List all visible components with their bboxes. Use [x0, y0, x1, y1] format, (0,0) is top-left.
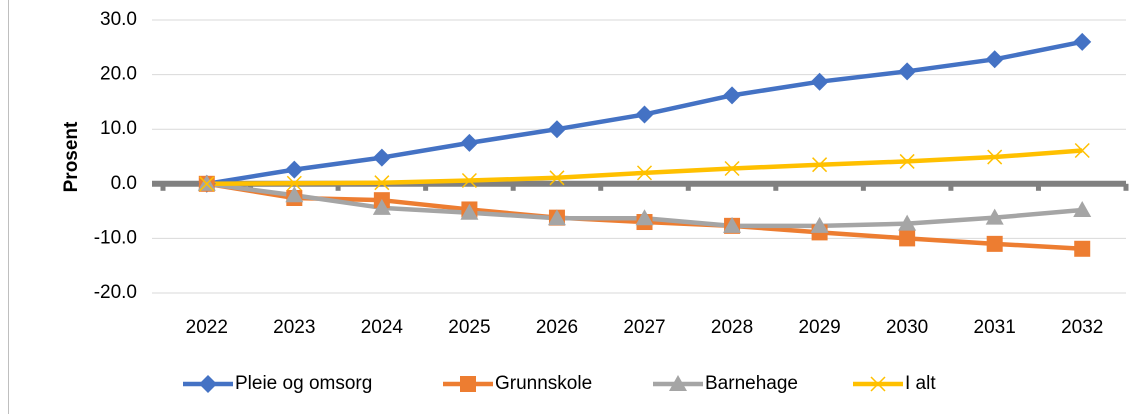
legend-marker	[870, 376, 886, 392]
y-tick-label: 10.0	[100, 118, 137, 139]
data-point	[986, 235, 1003, 252]
data-point	[1074, 240, 1091, 257]
x-tick-label: 2024	[361, 317, 404, 338]
data-point	[460, 133, 479, 152]
data-point	[547, 120, 566, 139]
legend-label: I alt	[905, 373, 936, 394]
y-tick-label: -10.0	[94, 227, 137, 248]
y-tick-label: 30.0	[100, 9, 137, 30]
series-line	[206, 148, 1083, 187]
data-point	[636, 165, 653, 181]
data-point	[985, 208, 1004, 225]
x-tick-label: 2029	[798, 317, 840, 338]
data-point	[547, 209, 566, 226]
data-point	[810, 72, 829, 91]
data-point	[461, 172, 477, 189]
x-tick-label: 2030	[886, 317, 928, 338]
data-point	[285, 160, 304, 179]
data-point	[374, 175, 390, 191]
legend-label: Barnehage	[705, 373, 798, 394]
data-point	[810, 216, 829, 233]
x-tick-label: 2031	[974, 317, 1016, 338]
data-point	[898, 214, 917, 231]
data-point	[372, 148, 391, 167]
data-point	[985, 50, 1004, 69]
data-point	[723, 216, 742, 233]
data-point	[372, 198, 391, 215]
data-point	[1073, 201, 1092, 218]
data-point	[199, 176, 215, 192]
data-point	[635, 105, 654, 124]
data-point	[635, 209, 654, 226]
data-point	[1073, 32, 1092, 51]
data-point	[723, 86, 742, 105]
data-point	[812, 157, 828, 173]
legend-marker	[669, 375, 687, 391]
x-tick-label: 2032	[1061, 317, 1103, 338]
x-tick-label: 2025	[448, 317, 490, 338]
x-tick-label: 2023	[273, 317, 315, 338]
data-point	[460, 203, 479, 220]
data-point	[987, 149, 1003, 165]
x-tick-label: 2028	[711, 317, 753, 338]
x-tick-label: 2027	[623, 317, 665, 338]
y-tick-label: 0.0	[111, 173, 137, 194]
y-axis-title: Prosent	[61, 121, 82, 192]
data-point	[1074, 142, 1090, 159]
legend-label: Pleie og omsorg	[235, 373, 372, 394]
data-point	[724, 160, 740, 177]
x-tick-label: 2026	[536, 317, 578, 338]
legend-label: Grunnskole	[495, 373, 592, 394]
legend-marker	[460, 376, 476, 392]
data-point	[898, 62, 917, 81]
data-point	[286, 175, 302, 191]
y-tick-label: 20.0	[100, 64, 137, 85]
legend-marker	[199, 375, 217, 393]
data-point	[899, 153, 915, 169]
y-tick-label: -20.0	[94, 282, 137, 303]
x-tick-label: 2022	[186, 317, 228, 338]
data-point	[899, 230, 916, 247]
data-point	[285, 186, 304, 203]
data-point	[549, 170, 565, 186]
